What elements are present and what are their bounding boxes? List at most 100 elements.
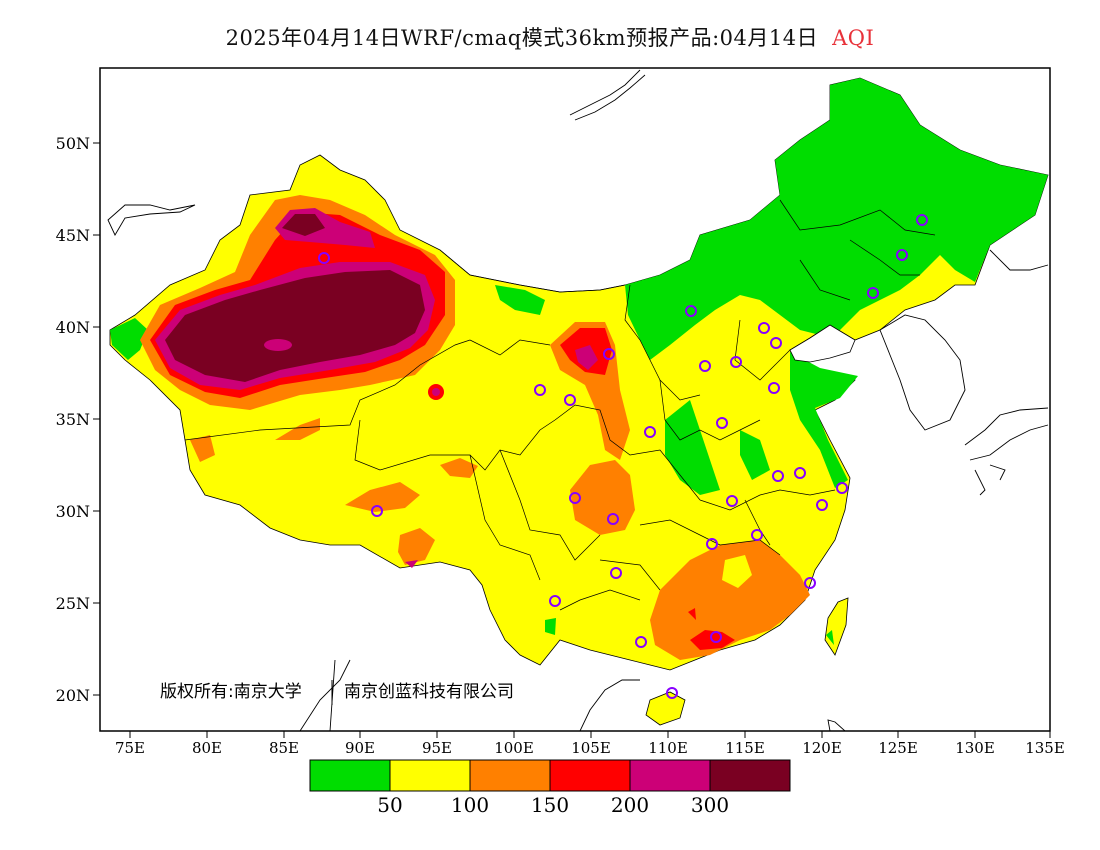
lon-label: 75E bbox=[115, 739, 145, 757]
lat-label: 45N bbox=[56, 226, 90, 245]
station-marker bbox=[836, 482, 848, 494]
lat-label: 20N bbox=[56, 686, 90, 705]
north-green-patch bbox=[495, 285, 545, 315]
station-marker bbox=[706, 538, 718, 550]
station-marker bbox=[916, 214, 928, 226]
lat-label: 40N bbox=[56, 318, 90, 337]
station-marker bbox=[716, 417, 728, 429]
lon-label: 85E bbox=[269, 739, 299, 757]
station-marker bbox=[534, 384, 546, 396]
station-marker bbox=[635, 636, 647, 648]
title-variable: AQI bbox=[832, 26, 875, 50]
lon-labels: 75E 80E 85E 90E 95E 100E 105E 110E 115E … bbox=[115, 739, 1065, 757]
station-marker bbox=[794, 467, 806, 479]
south-red-spot bbox=[688, 608, 696, 620]
lon-label: 95E bbox=[422, 739, 452, 757]
japan-outline bbox=[964, 407, 1049, 496]
central-green-zone bbox=[665, 400, 720, 495]
south-yellow-hole bbox=[722, 555, 752, 588]
station-marker bbox=[816, 499, 828, 511]
south-orange-zone bbox=[650, 540, 810, 660]
lon-label: 110E bbox=[648, 739, 688, 757]
station-marker bbox=[726, 495, 738, 507]
map-title: 2025年04月14日WRF/cmaq模式36km预报产品:04月14日 AQI bbox=[0, 22, 1100, 52]
legend-label: 300 bbox=[691, 793, 729, 817]
taiwan-green bbox=[826, 630, 834, 645]
station-marker bbox=[666, 687, 678, 699]
legend-label: 100 bbox=[451, 793, 489, 817]
station-marker bbox=[564, 394, 576, 406]
mongolia-border bbox=[439, 249, 626, 293]
legend-swatch bbox=[469, 759, 551, 792]
lat-ticks bbox=[93, 142, 100, 696]
lon-label: 130E bbox=[955, 739, 995, 757]
station-marker bbox=[607, 513, 619, 525]
southwest-green-patch bbox=[545, 618, 556, 635]
tibet-orange-4 bbox=[440, 458, 478, 478]
lat-labels: 50N 45N 40N 35N 30N 25N 20N bbox=[56, 134, 90, 705]
station-marker bbox=[867, 287, 879, 299]
legend-swatch bbox=[709, 759, 791, 792]
tibet-orange-5 bbox=[190, 435, 215, 462]
legend-swatch bbox=[629, 759, 711, 792]
legend-label: 150 bbox=[531, 793, 569, 817]
station-marker bbox=[610, 567, 622, 579]
hubei-green bbox=[740, 430, 770, 480]
station-markers bbox=[318, 214, 928, 699]
station-marker bbox=[371, 505, 383, 517]
lon-label: 115E bbox=[725, 739, 765, 757]
lon-ticks bbox=[129, 731, 1051, 738]
lat-label: 25N bbox=[56, 594, 90, 613]
color-legend: 50 100 150 200 300 bbox=[309, 759, 791, 817]
station-marker bbox=[644, 426, 656, 438]
tibet-orange-1 bbox=[345, 482, 420, 512]
station-marker bbox=[569, 492, 581, 504]
map-field bbox=[107, 69, 1049, 731]
tibet-orange-3 bbox=[275, 418, 320, 440]
russia-coast bbox=[989, 249, 1049, 271]
lon-label: 100E bbox=[494, 739, 534, 757]
lon-label: 80E bbox=[192, 739, 222, 757]
lon-label: 125E bbox=[878, 739, 918, 757]
xinjiang-magenta-spot bbox=[264, 339, 292, 351]
lon-label: 105E bbox=[571, 739, 611, 757]
legend-swatch bbox=[389, 759, 471, 792]
northeast-green-zone bbox=[625, 78, 1048, 360]
copyright-left: 版权所有:南京大学 bbox=[160, 682, 302, 702]
station-marker bbox=[751, 529, 763, 541]
station-marker bbox=[318, 252, 330, 264]
station-marker bbox=[772, 470, 784, 482]
lon-label: 90E bbox=[345, 739, 375, 757]
copyright-right: 南京创蓝科技有限公司 bbox=[344, 682, 514, 702]
title-text: 2025年04月14日WRF/cmaq模式36km预报产品:04月14日 bbox=[225, 26, 819, 50]
bohai-sea bbox=[789, 324, 856, 363]
station-marker bbox=[549, 595, 561, 607]
lake-baikal bbox=[569, 69, 646, 121]
xinjiang-maroon-zone bbox=[165, 270, 425, 382]
province-borders bbox=[184, 199, 936, 611]
tibet-red-spot bbox=[405, 560, 418, 568]
station-marker bbox=[804, 577, 816, 589]
lon-label: 120E bbox=[802, 739, 842, 757]
west-green-zone bbox=[110, 318, 148, 360]
station-marker bbox=[896, 249, 908, 261]
station-marker bbox=[710, 631, 722, 643]
station-marker bbox=[685, 305, 697, 317]
lake-balkhash bbox=[107, 204, 196, 236]
coastal-green-zone bbox=[790, 352, 858, 488]
hainan-island bbox=[645, 691, 686, 726]
korea-outline bbox=[879, 314, 966, 431]
station-marker bbox=[758, 322, 770, 334]
tibet-orange-2 bbox=[398, 528, 435, 565]
lon-label: 135E bbox=[1025, 739, 1065, 757]
lat-label: 50N bbox=[56, 134, 90, 153]
lat-label: 30N bbox=[56, 502, 90, 521]
map-frame bbox=[99, 67, 1051, 732]
lat-label: 35N bbox=[56, 410, 90, 429]
station-marker bbox=[730, 356, 742, 368]
legend-swatch bbox=[309, 759, 391, 792]
legend-swatch bbox=[549, 759, 631, 792]
station-marker bbox=[603, 348, 615, 360]
legend-label: 50 bbox=[377, 793, 402, 817]
